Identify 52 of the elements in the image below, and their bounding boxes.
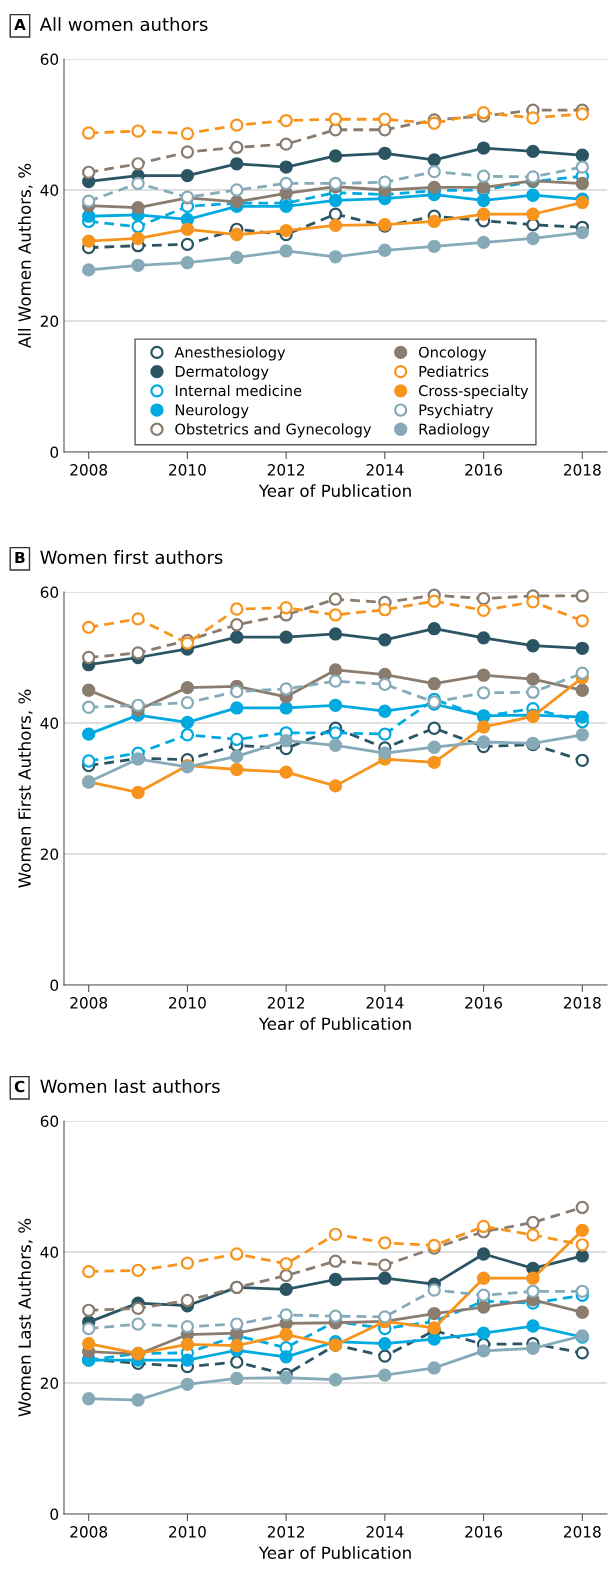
x-tick-label: 2016 [465,997,503,1009]
y-axis-title: Women First Authors, % [18,689,33,888]
legend-label: Cross-specialty [418,384,529,399]
y-tick-label: 40 [40,1246,59,1259]
y-axis-title: Women Last Authors, % [18,1218,33,1417]
legend-label: Anesthesiology [174,346,286,361]
x-tick-label: 2016 [465,1526,503,1538]
legend-label: Neurology [175,404,249,419]
x-axis-title: Year of Publication [258,484,411,498]
x-tick-label: 2008 [70,464,108,476]
legend-label: Oncology [418,346,487,361]
y-tick-label: 0 [50,446,59,459]
legend-label: Pediatrics [419,365,489,377]
x-tick-label: 2010 [169,1526,206,1538]
x-tick-label: 2018 [564,1526,601,1538]
y-tick-label: 20 [40,848,59,861]
y-tick-label: 60 [40,1115,59,1128]
y-tick-label: 20 [40,315,59,328]
x-tick-label: 2016 [465,464,503,476]
text: A [14,18,26,31]
legend-label: Psychiatry [419,404,494,419]
y-axis-title: All Women Authors, % [18,163,33,348]
legend-label: Radiology [419,423,490,438]
x-tick-label: 2014 [366,1526,404,1538]
y-tick-label: 20 [40,1377,59,1390]
x-tick-label: 2008 [70,997,108,1009]
y-tick-label: 0 [50,979,59,992]
x-tick-label: 2008 [70,1526,108,1538]
chart-title: Women last authors [40,1079,220,1094]
legend-label: Internal medicine [175,384,302,397]
legend-label: Obstetrics and Gynecology [175,423,372,438]
x-tick-label: 2014 [366,997,404,1009]
text: B [15,551,25,564]
chart-title: All women authors [39,17,208,32]
x-tick-label: 2014 [366,464,404,476]
x-tick-label: 2018 [564,464,601,476]
x-axis-title: Year of Publication [258,1546,411,1560]
x-tick-label: 2012 [267,1526,305,1538]
x-tick-label: 2010 [169,997,206,1009]
y-tick-label: 0 [50,1508,59,1521]
legend-label: Dermatology [175,365,269,380]
x-tick-label: 2012 [267,464,305,476]
x-tick-label: 2018 [564,997,601,1009]
text: C [14,1080,25,1093]
chart-title: Women first authors [40,550,223,565]
x-tick-label: 2010 [169,464,206,476]
y-tick-label: 40 [40,184,59,197]
y-tick-label: 60 [40,586,59,599]
y-tick-label: 40 [40,717,59,730]
x-axis-title: Year of Publication [258,1017,411,1031]
y-tick-label: 60 [40,53,59,66]
x-tick-label: 2012 [267,997,305,1009]
